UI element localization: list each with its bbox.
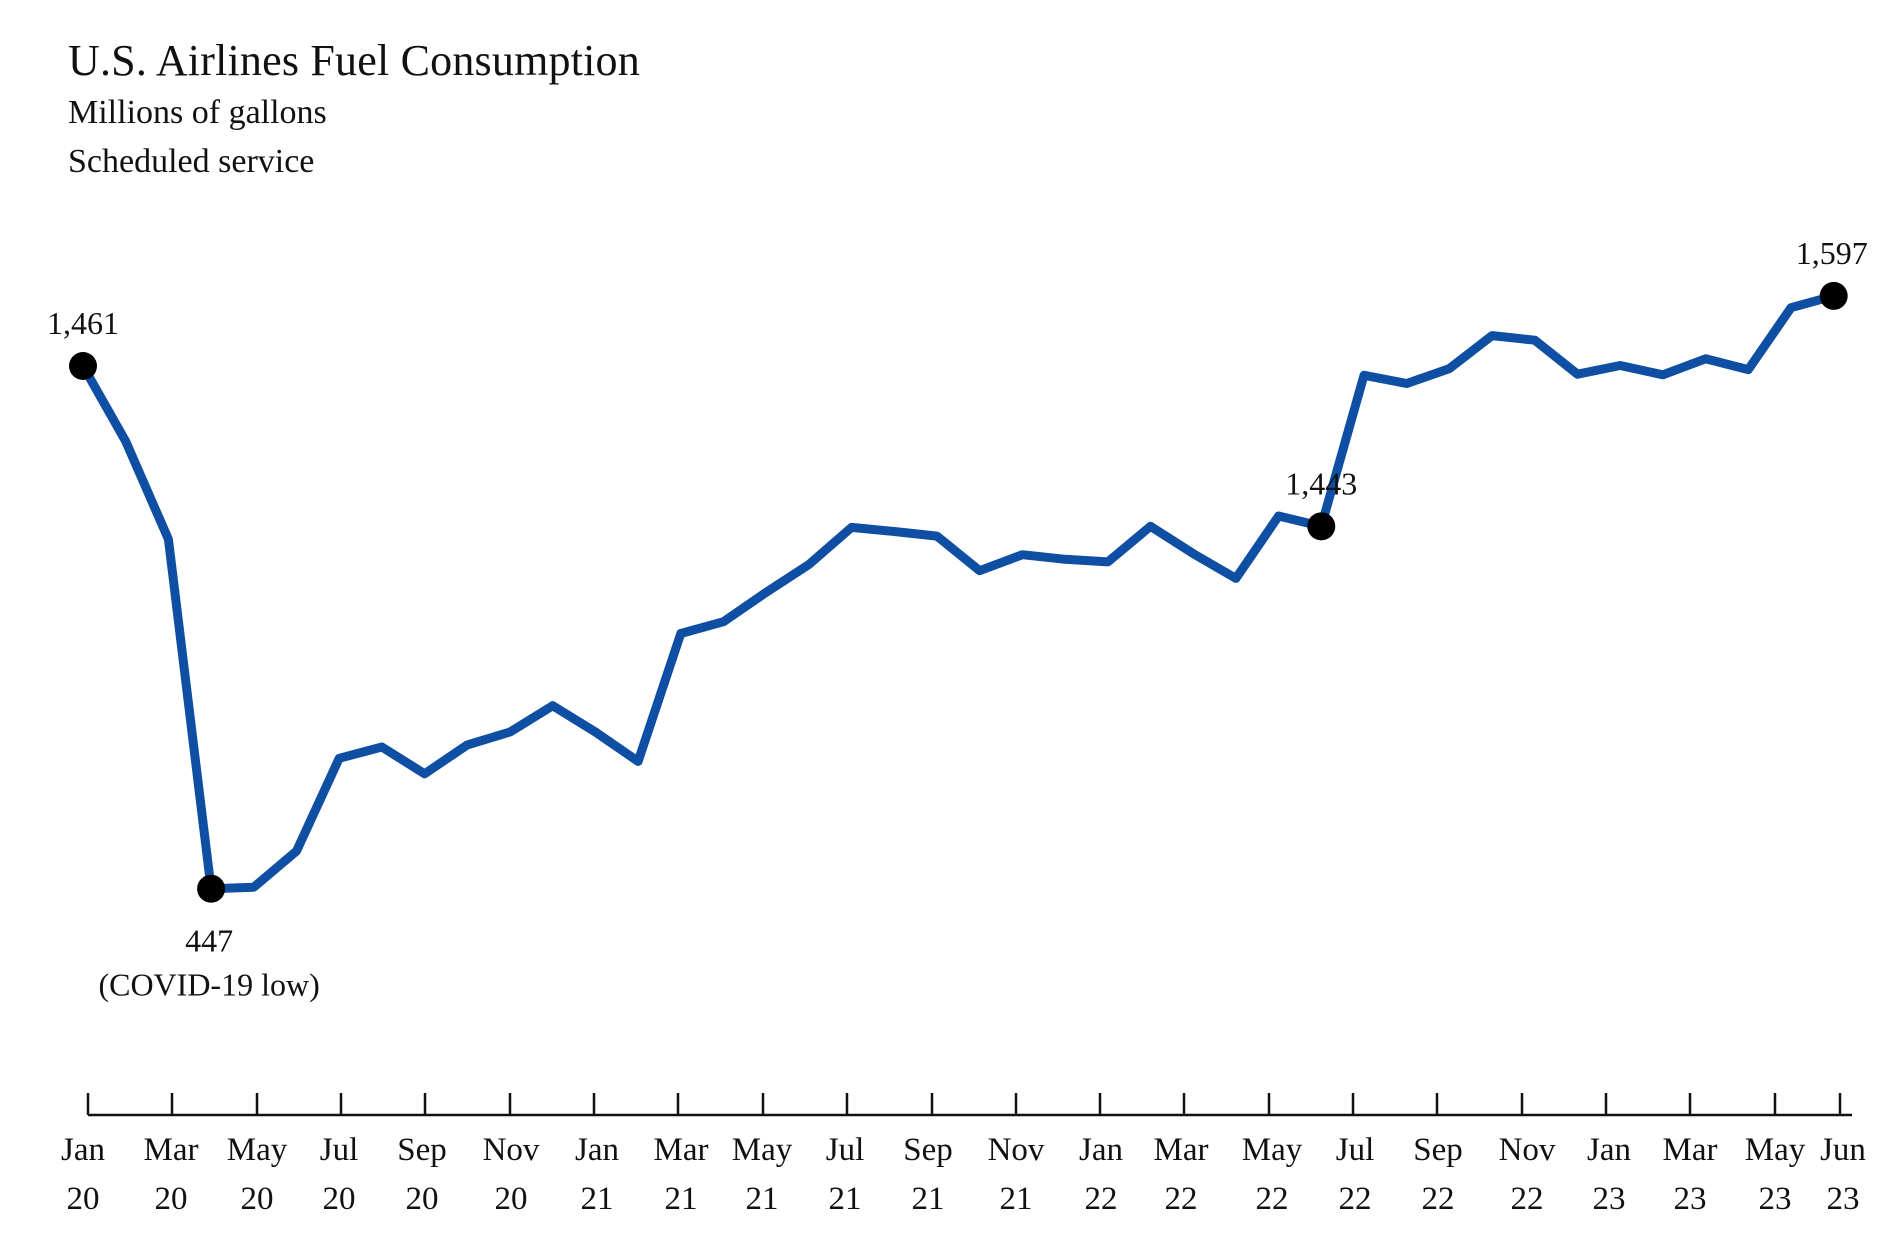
x-tick-label-month: Sep (397, 1132, 447, 1168)
x-tick-label-year: 22 (1339, 1181, 1372, 1217)
x-tick-label-month: Mar (1663, 1132, 1718, 1168)
x-tick-label-year: 23 (1759, 1181, 1792, 1217)
series-line (78, 291, 1839, 894)
data-point-marker (1307, 512, 1336, 541)
x-tick-label-month: Jul (320, 1132, 359, 1168)
data-label: 447 (185, 923, 233, 959)
x-tick-label-year: 21 (1000, 1181, 1033, 1217)
x-tick-label-month: Jun (1820, 1132, 1866, 1168)
x-tick-label-month: May (227, 1132, 288, 1168)
x-tick-label-year: 22 (1256, 1181, 1289, 1217)
data-label-note: (COVID-19 low) (98, 967, 319, 1003)
x-tick-label-year: 23 (1593, 1181, 1626, 1217)
x-tick-label-year: 20 (67, 1181, 100, 1217)
x-tick-label-year: 21 (829, 1181, 862, 1217)
x-tick-label-year: 21 (746, 1181, 779, 1217)
x-tick-label-year: 21 (665, 1181, 698, 1217)
x-tick-label-year: 21 (912, 1181, 945, 1217)
x-tick-label-month: Jan (575, 1132, 619, 1168)
x-tick-label-year: 20 (241, 1181, 274, 1217)
x-tick-label-year: 23 (1827, 1181, 1860, 1217)
x-tick-label-month: Jul (826, 1132, 865, 1168)
x-tick-label-month: Nov (988, 1132, 1045, 1168)
x-tick-label-year: 23 (1674, 1181, 1707, 1217)
x-tick-label-year: 22 (1085, 1181, 1118, 1217)
x-tick-label-month: Sep (1413, 1132, 1463, 1168)
chart-subtitle-units: Millions of gallons (68, 94, 327, 131)
data-point-marker (69, 352, 97, 380)
data-point-marker (1819, 281, 1848, 310)
x-tick-label-year: 20 (323, 1181, 356, 1217)
x-tick-label-month: Jan (1079, 1132, 1123, 1168)
x-tick-label-year: 20 (406, 1181, 439, 1217)
chart-subtitle-service: Scheduled service (68, 143, 315, 180)
x-tick-label-month: Jul (1336, 1132, 1375, 1168)
x-tick-label-year: 22 (1165, 1181, 1198, 1217)
data-label: 1,597 (1796, 235, 1868, 271)
x-tick-label-year: 20 (495, 1181, 528, 1217)
x-tick-label-month: May (1242, 1132, 1303, 1168)
data-point-marker (197, 874, 226, 903)
chart-header: U.S. Airlines Fuel Consumption Millions … (68, 34, 640, 186)
chart-title: U.S. Airlines Fuel Consumption (68, 36, 640, 85)
x-tick-label-month: Nov (483, 1132, 540, 1168)
x-tick-label-month: Jan (61, 1132, 105, 1168)
x-tick-label-month: Jan (1587, 1132, 1631, 1168)
x-tick-label-year: 22 (1511, 1181, 1544, 1217)
x-tick-label-year: 20 (155, 1181, 188, 1217)
x-tick-label-year: 21 (581, 1181, 614, 1217)
x-tick-label-year: 22 (1422, 1181, 1455, 1217)
x-tick-label-month: Mar (144, 1132, 199, 1168)
x-tick-label-month: May (732, 1132, 793, 1168)
x-tick-label-month: Sep (903, 1132, 953, 1168)
x-tick-label-month: Mar (1154, 1132, 1209, 1168)
x-tick-label-month: May (1745, 1132, 1806, 1168)
data-label: 1,443 (1285, 465, 1357, 501)
data-label: 1,461 (47, 305, 119, 341)
x-tick-label-month: Mar (654, 1132, 709, 1168)
x-tick-label-month: Nov (1499, 1132, 1556, 1168)
